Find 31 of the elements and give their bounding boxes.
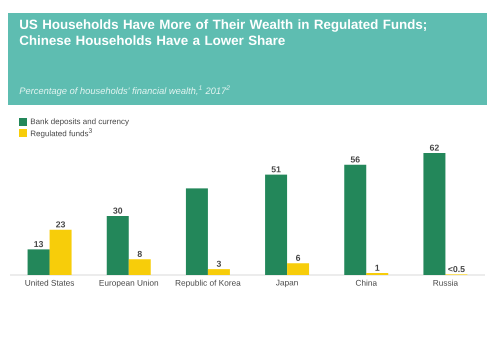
bar bbox=[265, 174, 288, 275]
data-label: 1 bbox=[375, 264, 380, 271]
chart-subtitle: Percentage of households' financial wealth,$^{1}$ 2017$^{2}$ bbox=[20, 85, 230, 96]
bar bbox=[106, 216, 129, 275]
bar bbox=[50, 230, 72, 275]
x-tick-label: Japan bbox=[276, 280, 298, 288]
data-label: 3 bbox=[216, 260, 222, 267]
x-tick-label: Russia bbox=[433, 280, 458, 286]
bar bbox=[344, 164, 366, 275]
data-label: 23 bbox=[56, 221, 66, 228]
bar bbox=[423, 152, 446, 275]
data-label: 30 bbox=[113, 208, 122, 214]
legend-label: Regulated funds$^{3}$ bbox=[30, 128, 92, 138]
data-label: 56 bbox=[350, 156, 360, 163]
bar bbox=[208, 269, 230, 275]
bar bbox=[287, 263, 310, 275]
chart-title: US Households Have More of Their Wealth in Regulated Funds; Chinese Households Have a Lower Share bbox=[20, 19, 426, 46]
x-tick-label: European Union bbox=[100, 280, 158, 288]
data-label: 51 bbox=[272, 166, 281, 172]
x-tick-label: China bbox=[356, 280, 378, 286]
bar bbox=[128, 259, 151, 275]
data-label: 13 bbox=[34, 241, 44, 248]
data-label: 6 bbox=[296, 254, 300, 261]
bar bbox=[28, 249, 50, 275]
bar bbox=[186, 188, 208, 275]
x-tick-label: United States bbox=[25, 280, 74, 286]
legend-label: Bank deposits and currency bbox=[30, 118, 129, 126]
data-label: 62 bbox=[430, 144, 439, 151]
data-label: 8 bbox=[138, 250, 142, 257]
data-label: <0.5 bbox=[448, 266, 465, 272]
x-tick-label: Republic of Korea bbox=[176, 280, 241, 288]
